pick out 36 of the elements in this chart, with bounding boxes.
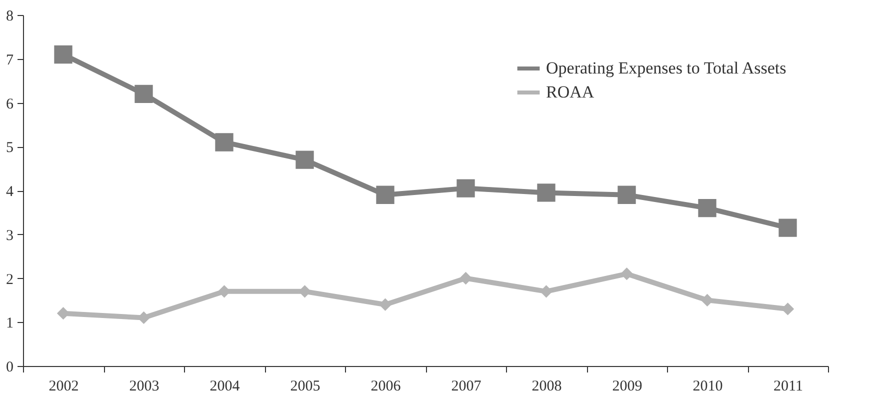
y-tick-label: 8 — [6, 8, 14, 24]
x-tick-label: 2007 — [451, 378, 482, 394]
y-tick-label: 5 — [6, 140, 14, 156]
point — [620, 268, 634, 280]
point — [459, 272, 472, 285]
y-tick-label: 4 — [6, 184, 14, 200]
x-tick-label: 2002 — [48, 378, 79, 394]
y-tick-label: 0 — [6, 360, 14, 376]
point — [700, 294, 714, 307]
point — [134, 84, 153, 104]
y-tick-label: 7 — [6, 52, 14, 68]
point — [778, 218, 797, 237]
x-tick-label: 2005 — [290, 378, 320, 394]
x-tick-label: 2003 — [129, 378, 160, 394]
point — [378, 298, 392, 311]
y-tick-label: 3 — [6, 228, 14, 244]
legend-label: Operating Expenses to Total Assets — [546, 58, 786, 78]
x-tick-label: 2004 — [210, 378, 240, 394]
x-tick-label: 2010 — [692, 378, 723, 394]
x-tick-label: 2008 — [532, 378, 562, 394]
y-tick-label: 2 — [6, 272, 14, 288]
x-tick-label: 2006 — [370, 378, 402, 394]
y-tick-label: 1 — [6, 316, 14, 332]
point — [215, 133, 234, 152]
point — [54, 45, 72, 64]
x-tick-label: 2009 — [612, 378, 642, 394]
point — [296, 150, 314, 169]
legend-label: ROAA — [546, 82, 595, 102]
x-tick-label: 2011 — [774, 378, 803, 394]
point — [456, 179, 475, 198]
y-tick-label: 6 — [6, 96, 14, 112]
point — [540, 285, 553, 298]
point — [537, 184, 556, 202]
point — [698, 198, 716, 218]
point — [618, 186, 636, 204]
point — [376, 186, 394, 204]
